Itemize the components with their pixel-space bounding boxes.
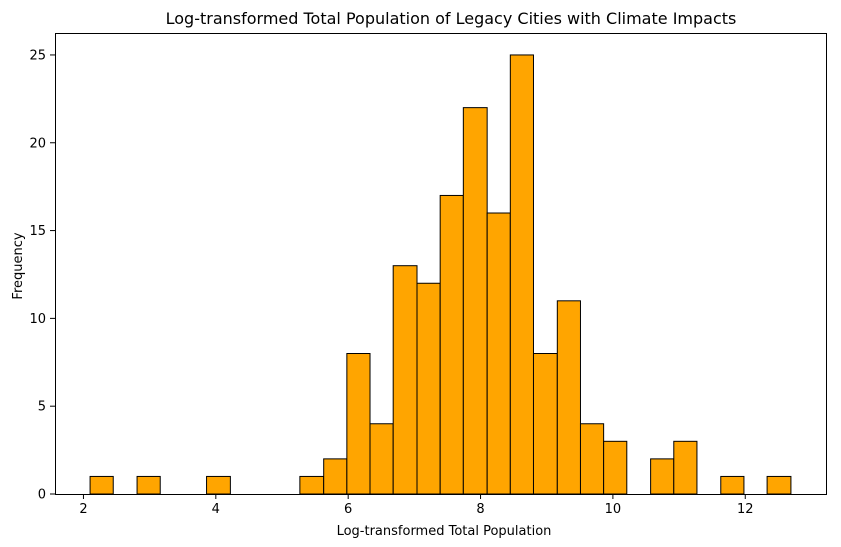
x-tick-label: 4 (212, 502, 220, 517)
histogram-bar (603, 440, 628, 495)
x-tick-label: 2 (79, 502, 87, 517)
histogram-bar (439, 194, 464, 495)
histogram-bar (323, 458, 348, 495)
histogram-bar (369, 423, 394, 495)
histogram-bar (579, 423, 605, 495)
y-tick-label: 20 (29, 136, 46, 151)
histogram-bar (556, 300, 581, 495)
y-tick-label: 25 (29, 48, 46, 63)
x-tick-label: 10 (605, 502, 622, 517)
y-axis-ticks: 0 5 10 15 20 25 (29, 48, 55, 503)
histogram-bar (486, 212, 511, 495)
histogram-bar (89, 475, 114, 495)
y-tick-label: 0 (38, 488, 46, 503)
y-tick-label: 15 (29, 224, 46, 239)
axes-frame (55, 33, 827, 495)
plot-area: 2 4 6 8 10 12 0 5 10 15 20 25 (29, 33, 827, 517)
x-tick-label: 6 (344, 502, 352, 517)
x-axis-ticks: 2 4 6 8 10 12 (79, 494, 754, 517)
histogram-bar (299, 475, 325, 495)
histogram-bar (766, 475, 792, 495)
histogram-bar (136, 475, 161, 495)
histogram-bars (89, 54, 792, 495)
histogram-bar (650, 458, 675, 495)
histogram-bar (416, 282, 441, 495)
histogram-bar (206, 475, 231, 495)
histogram-bar (720, 475, 745, 495)
histogram-bar (462, 107, 488, 495)
x-tick-label: 8 (476, 502, 484, 517)
x-tick-label: 12 (737, 502, 754, 517)
y-tick-label: 10 (29, 312, 46, 327)
chart-title: Log-transformed Total Population of Lega… (166, 9, 737, 28)
histogram-bar (509, 54, 534, 495)
histogram-bar (346, 353, 371, 495)
histogram-bar (532, 353, 558, 495)
y-axis-label: Frequency (11, 232, 26, 299)
histogram-bar (392, 265, 418, 495)
y-tick-label: 5 (38, 400, 46, 415)
histogram-bar (673, 440, 698, 495)
x-axis-label: Log-transformed Total Population (337, 524, 552, 539)
